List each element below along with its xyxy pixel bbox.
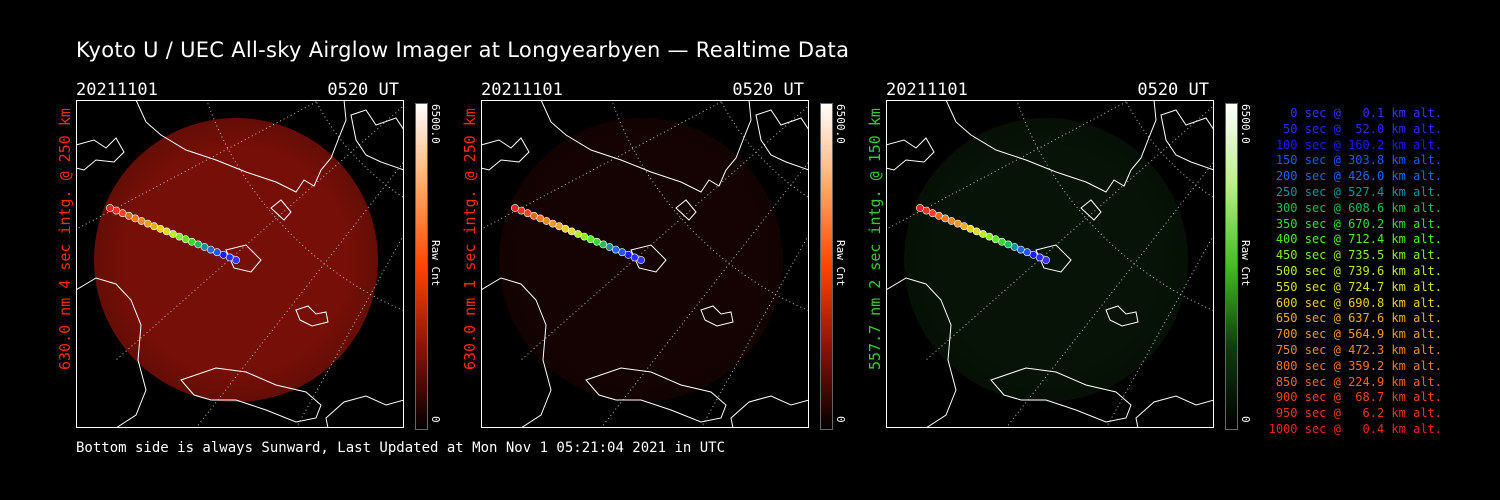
coastline	[325, 395, 404, 428]
coastline	[76, 137, 125, 171]
panel-1-side-label: 630.0 nm 4 sec intg. @ 250 km	[56, 108, 74, 370]
legend-row: 650 sec @ 637.6 km alt.	[1275, 311, 1442, 326]
footer-status: Bottom side is always Sunward, Last Upda…	[76, 440, 726, 456]
panel-3-side-label: 557.7 nm 2 sec intg. @ 150 km	[866, 108, 884, 370]
coastline	[1035, 244, 1072, 273]
panel-3-colorbar	[1225, 103, 1238, 430]
trajectory-legend: 0 sec @ 0.1 km alt. 50 sec @ 52.0 km alt.…	[1262, 106, 1442, 438]
coastlines	[481, 100, 809, 428]
coastline	[755, 109, 809, 171]
coastlines	[886, 100, 1214, 428]
legend-row: 900 sec @ 68.7 km alt.	[1275, 390, 1442, 405]
legend-row: 500 sec @ 739.6 km alt.	[1275, 263, 1442, 278]
legend-row: 250 sec @ 527.4 km alt.	[1275, 184, 1442, 199]
legend-row: 200 sec @ 426.0 km alt.	[1275, 169, 1442, 184]
legend-row: 0 sec @ 0.1 km alt.	[1290, 106, 1442, 120]
legend-row: 600 sec @ 690.8 km alt.	[1275, 295, 1442, 310]
graticule	[481, 100, 809, 428]
legend-row: 1000 sec @ 0.4 km alt.	[1268, 421, 1442, 436]
graticule	[886, 100, 1214, 428]
coastline	[481, 137, 530, 171]
meridian-line	[195, 160, 404, 428]
panel-1-cbar-label: Raw Cnt	[429, 240, 442, 287]
coastline	[1160, 109, 1214, 171]
panel-3-cbar-max: 6500.0	[1239, 104, 1252, 144]
panel-1-date: 20211101	[76, 80, 158, 100]
coastline	[700, 305, 734, 327]
panel-2-side-label: 630.0 nm 1 sec intg. @ 250 km	[461, 108, 479, 370]
panel-2-colorbar	[820, 103, 833, 430]
panel-1-map	[76, 100, 404, 428]
legend-row: 450 sec @ 735.5 km alt.	[1275, 248, 1442, 263]
coastline	[540, 100, 752, 193]
panel-2-cbar-max: 6500.0	[834, 104, 847, 144]
legend-row: 150 sec @ 303.8 km alt.	[1275, 153, 1442, 168]
trajectory	[511, 204, 645, 264]
legend-row: 300 sec @ 608.6 km alt.	[1275, 200, 1442, 215]
panel-2-cbar-min: 0	[834, 416, 847, 423]
legend-row: 550 sec @ 724.7 km alt.	[1275, 279, 1442, 294]
panel-1-cbar-max: 6500.0	[429, 104, 442, 144]
image-frame	[481, 100, 809, 428]
panel-3-image	[886, 100, 1214, 428]
trajectory	[916, 204, 1050, 264]
coastline	[225, 244, 262, 273]
coastline	[886, 277, 957, 428]
trajectory-point	[511, 204, 519, 212]
panel-3-map	[886, 100, 1214, 428]
panel-2-cbar-label: Raw Cnt	[834, 240, 847, 287]
legend-row: 100 sec @ 160.2 km alt.	[1275, 137, 1442, 152]
graticule	[76, 100, 404, 428]
meridian-line	[600, 160, 809, 428]
coastline	[990, 367, 1132, 423]
legend-row: 350 sec @ 670.2 km alt.	[1275, 216, 1442, 231]
panel-1-colorbar	[415, 103, 428, 430]
legend-row: 750 sec @ 472.3 km alt.	[1275, 342, 1442, 357]
panel-1-cbar-min: 0	[429, 416, 442, 423]
coastline	[1135, 395, 1214, 428]
page-title: Kyoto U / UEC All-sky Airglow Imager at …	[76, 38, 850, 62]
panel-1-time: 0520 UT	[327, 80, 399, 100]
coastline	[135, 100, 347, 193]
panel-3-cbar-label: Raw Cnt	[1239, 240, 1252, 287]
coastline	[886, 137, 935, 171]
panel-2-image	[481, 100, 809, 428]
legend-row: 50 sec @ 52.0 km alt.	[1283, 121, 1442, 136]
coastline	[630, 244, 667, 273]
coastlines	[76, 100, 404, 428]
coastline	[76, 277, 147, 428]
image-frame	[76, 100, 404, 428]
legend-row: 800 sec @ 359.2 km alt.	[1275, 358, 1442, 373]
coastline	[585, 367, 727, 423]
panel-2-map	[481, 100, 809, 428]
coastline	[270, 199, 292, 221]
trajectory-point	[106, 204, 114, 212]
trajectory-point	[916, 204, 924, 212]
coastline	[350, 109, 404, 171]
coastline	[295, 305, 329, 327]
image-frame	[886, 100, 1214, 428]
coastline	[945, 100, 1157, 193]
legend-row: 850 sec @ 224.9 km alt.	[1275, 374, 1442, 389]
coastline	[481, 277, 552, 428]
coastline	[1080, 199, 1102, 221]
meridian-line	[1005, 160, 1214, 428]
legend-row: 950 sec @ 6.2 km alt.	[1275, 406, 1442, 421]
panel-1-image	[76, 100, 404, 428]
panel-3-date: 20211101	[886, 80, 968, 100]
panel-3-cbar-min: 0	[1239, 416, 1252, 423]
coastline	[730, 395, 809, 428]
coastline	[675, 199, 697, 221]
coastline	[1105, 305, 1139, 327]
panel-2-time: 0520 UT	[732, 80, 804, 100]
legend-row: 400 sec @ 712.4 km alt.	[1275, 232, 1442, 247]
coastline	[180, 367, 322, 423]
trajectory	[106, 204, 240, 264]
panel-3-time: 0520 UT	[1137, 80, 1209, 100]
panel-2-date: 20211101	[481, 80, 563, 100]
legend-row: 700 sec @ 564.9 km alt.	[1275, 327, 1442, 342]
